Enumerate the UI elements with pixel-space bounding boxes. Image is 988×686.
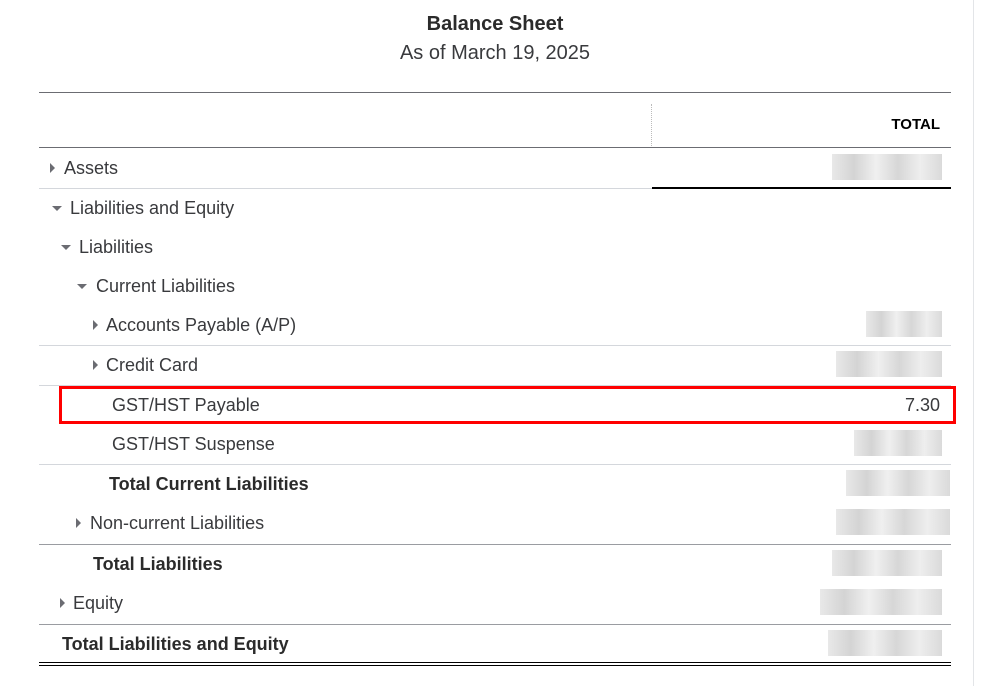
- caret-right-icon[interactable]: [93, 360, 98, 370]
- caret-right-icon[interactable]: [93, 320, 98, 330]
- column-header-total[interactable]: TOTAL: [891, 116, 940, 133]
- redacted-value: [832, 550, 942, 576]
- row-label: Liabilities and Equity: [70, 198, 235, 218]
- row-label: Total Liabilities and Equity: [62, 634, 289, 654]
- divider: [39, 188, 951, 189]
- row-label: Accounts Payable (A/P): [106, 315, 297, 335]
- redacted-value: [836, 351, 942, 377]
- row-label: GST/HST Payable: [112, 395, 260, 415]
- row-non-current-liabilities[interactable]: Non-current Liabilities: [0, 504, 988, 542]
- caret-down-icon[interactable]: [61, 245, 71, 250]
- row-label: Equity: [73, 593, 124, 613]
- row-assets[interactable]: Assets: [0, 149, 988, 187]
- caret-right-icon[interactable]: [60, 598, 65, 608]
- redacted-value: [846, 470, 950, 496]
- row-label: Non-current Liabilities: [90, 513, 265, 533]
- redacted-value: [828, 630, 942, 656]
- row-label: Total Current Liabilities: [109, 474, 309, 494]
- row-credit-card[interactable]: Credit Card: [0, 346, 988, 384]
- caret-down-icon[interactable]: [77, 284, 87, 289]
- redacted-value: [832, 154, 942, 180]
- value-underline: [652, 187, 951, 189]
- row-liabilities[interactable]: Liabilities: [0, 228, 988, 266]
- row-gst-hst-suspense[interactable]: GST/HST Suspense: [0, 425, 988, 463]
- divider: [39, 624, 951, 625]
- row-total-current-liabilities: Total Current Liabilities: [0, 465, 988, 503]
- row-label: Liabilities: [79, 237, 154, 257]
- row-total-liabilities: Total Liabilities: [0, 545, 988, 583]
- caret-down-icon[interactable]: [52, 206, 62, 211]
- panel-border: [973, 0, 974, 686]
- report-title: Balance Sheet: [426, 13, 564, 35]
- divider: [39, 345, 951, 346]
- double-underline-top: [39, 662, 951, 663]
- double-underline-bottom: [39, 665, 951, 666]
- divider: [39, 544, 951, 545]
- column-divider: [651, 104, 652, 148]
- caret-right-icon[interactable]: [76, 518, 81, 528]
- row-label: GST/HST Suspense: [112, 434, 275, 454]
- row-accounts-payable[interactable]: Accounts Payable (A/P): [0, 306, 988, 344]
- report-date: As of March 19, 2025: [399, 42, 591, 64]
- row-current-liabilities[interactable]: Current Liabilities: [0, 267, 988, 305]
- caret-right-icon[interactable]: [50, 163, 55, 173]
- divider: [39, 385, 951, 386]
- row-label: Total Liabilities: [93, 554, 223, 574]
- table-top-divider: [39, 92, 951, 93]
- redacted-value: [866, 311, 942, 337]
- row-equity[interactable]: Equity: [0, 584, 988, 622]
- row-liabilities-and-equity[interactable]: Liabilities and Equity: [0, 189, 988, 227]
- redacted-value: [854, 430, 942, 456]
- highlight-box: [59, 386, 956, 424]
- row-total-liabilities-and-equity: Total Liabilities and Equity: [0, 625, 988, 663]
- divider: [39, 464, 951, 465]
- row-gst-hst-payable[interactable]: GST/HST Payable 7.30: [0, 386, 988, 424]
- row-value[interactable]: 7.30: [904, 395, 940, 415]
- row-label: Credit Card: [106, 355, 199, 375]
- redacted-value: [820, 589, 942, 615]
- row-label: Current Liabilities: [96, 276, 236, 296]
- redacted-value: [836, 509, 950, 535]
- row-label: Assets: [64, 158, 119, 178]
- header-divider: [39, 147, 951, 148]
